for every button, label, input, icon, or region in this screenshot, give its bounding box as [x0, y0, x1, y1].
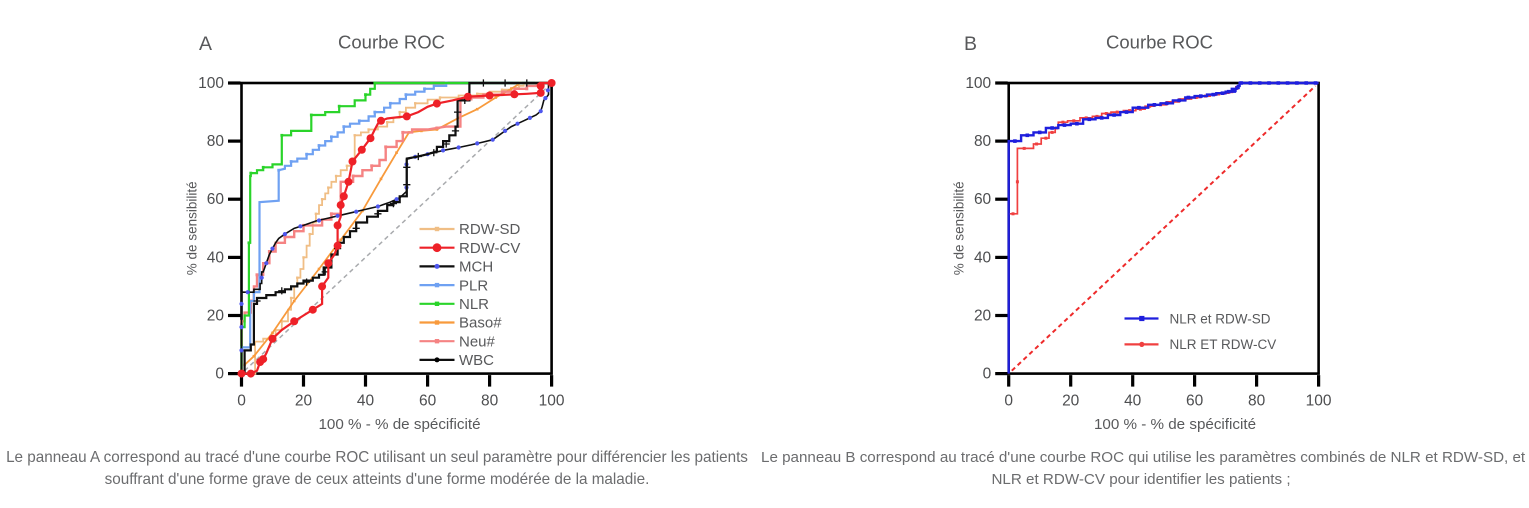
svg-text:100 % - % de spécificité: 100 % - % de spécificité	[318, 416, 480, 433]
svg-text:20: 20	[1062, 393, 1080, 410]
svg-text:PLR: PLR	[459, 277, 488, 294]
svg-text:A: A	[199, 33, 212, 55]
svg-text:60: 60	[1186, 393, 1204, 410]
svg-text:20: 20	[295, 393, 313, 410]
svg-text:60: 60	[974, 191, 992, 208]
svg-text:NLR ET RDW-CV: NLR ET RDW-CV	[1170, 337, 1277, 352]
svg-text:WBC: WBC	[459, 352, 494, 369]
svg-text:Courbe ROC: Courbe ROC	[1106, 32, 1213, 53]
svg-text:100 % - % de spécificité: 100 % - % de spécificité	[1094, 416, 1256, 433]
svg-text:20: 20	[207, 308, 225, 325]
svg-text:0: 0	[215, 366, 224, 383]
svg-text:Baso#: Baso#	[459, 315, 502, 332]
svg-text:40: 40	[357, 393, 375, 410]
svg-text:NLR et RDW-SD: NLR et RDW-SD	[1170, 311, 1271, 326]
svg-text:RDW-SD: RDW-SD	[459, 221, 521, 238]
svg-text:B: B	[964, 33, 977, 55]
svg-text:NLR: NLR	[459, 296, 489, 313]
svg-text:20: 20	[974, 308, 992, 325]
svg-text:80: 80	[481, 393, 499, 410]
svg-text:100: 100	[539, 393, 565, 410]
svg-text:80: 80	[207, 133, 225, 150]
svg-text:0: 0	[983, 366, 992, 383]
svg-text:40: 40	[1124, 393, 1142, 410]
svg-text:40: 40	[207, 249, 225, 266]
svg-text:Courbe ROC: Courbe ROC	[338, 32, 445, 53]
svg-text:% de sensibilité: % de sensibilité	[952, 181, 967, 275]
svg-text:60: 60	[207, 191, 225, 208]
svg-text:Neu#: Neu#	[459, 333, 496, 350]
svg-text:80: 80	[1248, 393, 1266, 410]
svg-text:60: 60	[419, 393, 437, 410]
svg-text:100: 100	[965, 75, 991, 92]
svg-text:40: 40	[974, 249, 992, 266]
svg-text:RDW-CV: RDW-CV	[459, 240, 520, 257]
svg-text:100: 100	[198, 75, 224, 92]
svg-text:0: 0	[237, 393, 246, 410]
svg-text:0: 0	[1004, 393, 1013, 410]
svg-text:80: 80	[974, 133, 992, 150]
svg-text:100: 100	[1306, 393, 1332, 410]
svg-text:MCH: MCH	[459, 259, 493, 276]
svg-text:% de sensibilité: % de sensibilité	[185, 181, 200, 275]
